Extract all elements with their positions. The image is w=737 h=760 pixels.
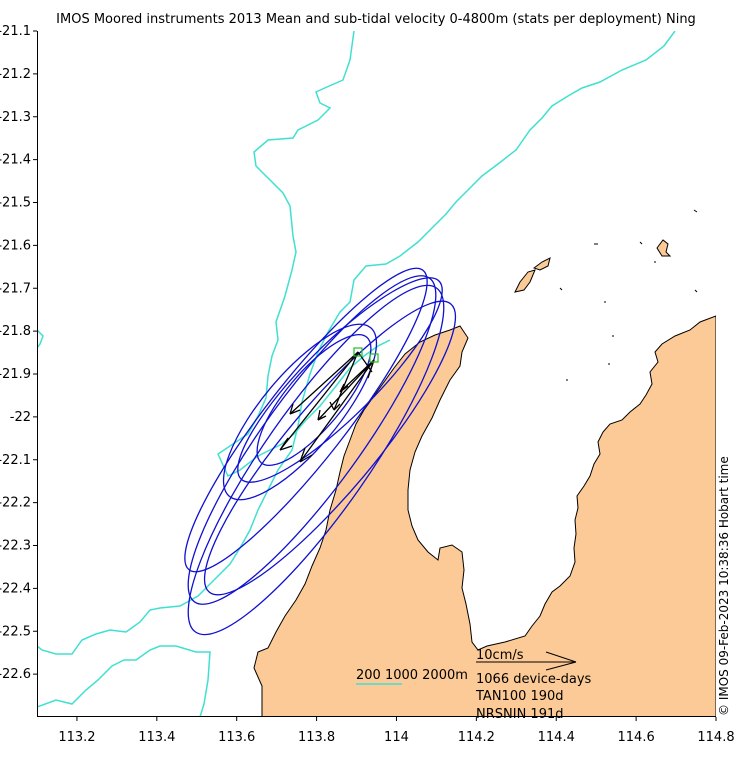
bathy-contour-2000m: [37, 645, 211, 717]
ellipse-3: [187, 284, 445, 636]
device-days-label: 1066 device-days: [476, 672, 592, 687]
scale-label: 10cm/s: [476, 648, 524, 663]
mooring-marker-nrsnin: [353, 347, 363, 357]
x-tick-label: 113.2: [58, 730, 95, 745]
x-tick-label: 114.6: [618, 730, 655, 745]
bathy-legend-label: 200 1000 2000m: [356, 668, 468, 683]
site-label-nrsnin: NRSNIN 191d: [476, 707, 564, 722]
vector-6: [317, 359, 375, 421]
vector-1: [279, 351, 359, 451]
x-tick-label: 114.2: [458, 730, 495, 745]
x-tick-label: 114: [384, 730, 409, 745]
vector-2: [299, 359, 375, 463]
ellipse-6: [256, 334, 372, 466]
bathy-contour-2000m-west: [37, 329, 44, 349]
y-tick-label: -22.1: [0, 453, 31, 468]
y-tick-label: -21.1: [0, 24, 31, 39]
velocity-ellipses: [184, 267, 457, 636]
scale-arrow: [476, 651, 577, 671]
ellipse-7: [237, 277, 443, 483]
map-plot-area: [37, 31, 716, 717]
y-tick-label: -22.6: [0, 667, 31, 682]
y-tick-label: -21.8: [0, 324, 31, 339]
y-tick-label: -22.4: [0, 581, 31, 596]
y-tick-label: -21.7: [0, 281, 31, 296]
ellipse-1: [184, 267, 428, 573]
y-tick-label: -21.9: [0, 367, 31, 382]
island-4: [559, 209, 698, 381]
y-tick-label: -21.3: [0, 110, 31, 125]
vector-5: [289, 351, 359, 415]
y-tick-label: -22.5: [0, 624, 31, 639]
site-label-tan100: TAN100 190d: [475, 689, 564, 704]
y-tick-label: -22: [10, 410, 31, 425]
y-tick-label: -21.4: [0, 153, 31, 168]
bathy-contour-1000m: [37, 31, 676, 655]
island-3: [656, 239, 672, 257]
mooring-marker-tan100: [369, 353, 379, 363]
x-tick-label: 113.6: [218, 730, 255, 745]
map-title: IMOS Moored instruments 2013 Mean and su…: [56, 12, 696, 27]
y-tick-label: -21.5: [0, 196, 31, 211]
island-1: [532, 257, 551, 271]
y-axis: -21.1 -21.2 -21.3 -21.4 -21.5 -21.6 -21.7 -21.8…: [0, 24, 37, 682]
velocity-vectors: [279, 351, 375, 463]
x-tick-label: 114.4: [538, 730, 575, 745]
x-axis: 113.2 113.4 113.6 113.8 114 114.2 114.4 114.6 11…: [58, 717, 735, 745]
vector-3: [329, 351, 359, 411]
x-tick-label: 113.8: [298, 730, 335, 745]
land-coast: [253, 315, 716, 717]
y-tick-label: -21.2: [0, 67, 31, 82]
ellipse-4: [203, 300, 457, 596]
x-tick-label: 113.4: [138, 730, 175, 745]
x-tick-label: 114.8: [697, 730, 734, 745]
copyright-label: © IMOS 09-Feb-2023 10:38:36 Hobart time: [717, 456, 731, 716]
y-tick-label: -22.3: [0, 539, 31, 554]
ellipse-5: [222, 323, 378, 501]
y-tick-label: -21.6: [0, 238, 31, 253]
vector-7: [357, 351, 375, 379]
bathy-contour-200m: [217, 31, 391, 478]
y-tick-label: -22.2: [0, 496, 31, 511]
island-2: [514, 269, 536, 293]
